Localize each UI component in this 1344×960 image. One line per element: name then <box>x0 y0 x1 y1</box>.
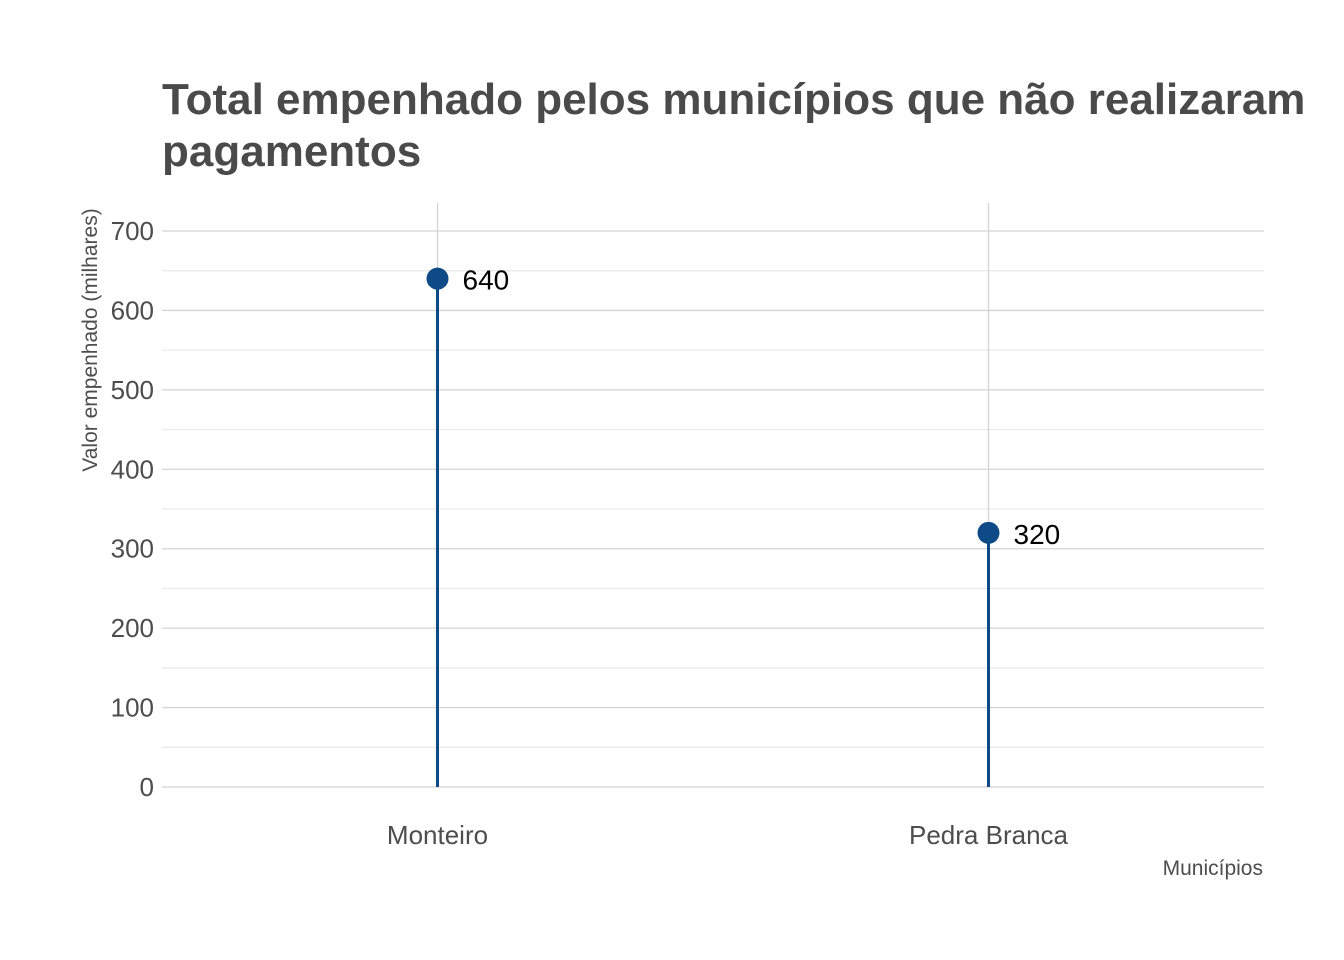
y-axis-ticks: 0 100 200 300 400 500 600 700 <box>111 216 154 802</box>
lollipop-point <box>977 521 1000 544</box>
y-tick-label: 0 <box>140 772 154 802</box>
chart-title-line-2: pagamentos <box>162 127 421 176</box>
lollipop-point <box>426 267 449 290</box>
data-label: 640 <box>463 265 510 296</box>
x-axis-title: Municípios <box>1163 857 1263 880</box>
x-tick-label: Monteiro <box>387 820 488 850</box>
y-tick-label: 500 <box>111 375 154 405</box>
y-tick-label: 400 <box>111 454 154 484</box>
data-marks: 640 320 <box>426 265 1061 787</box>
y-tick-label: 300 <box>111 534 154 564</box>
y-tick-label: 600 <box>111 295 154 325</box>
grid <box>162 203 1264 788</box>
chart-title: Total empenhado pelos municípios que não… <box>162 75 1305 176</box>
y-tick-label: 100 <box>111 693 154 723</box>
x-axis-ticks: Monteiro Pedra Branca <box>387 820 1069 850</box>
y-tick-label: 700 <box>111 216 154 246</box>
y-axis-title: Valor empenhado (milhares) <box>79 208 102 471</box>
chart-title-line-1: Total empenhado pelos municípios que não… <box>162 75 1305 124</box>
x-tick-label: Pedra Branca <box>909 820 1069 850</box>
y-tick-label: 200 <box>111 613 154 643</box>
data-label: 320 <box>1014 519 1061 550</box>
